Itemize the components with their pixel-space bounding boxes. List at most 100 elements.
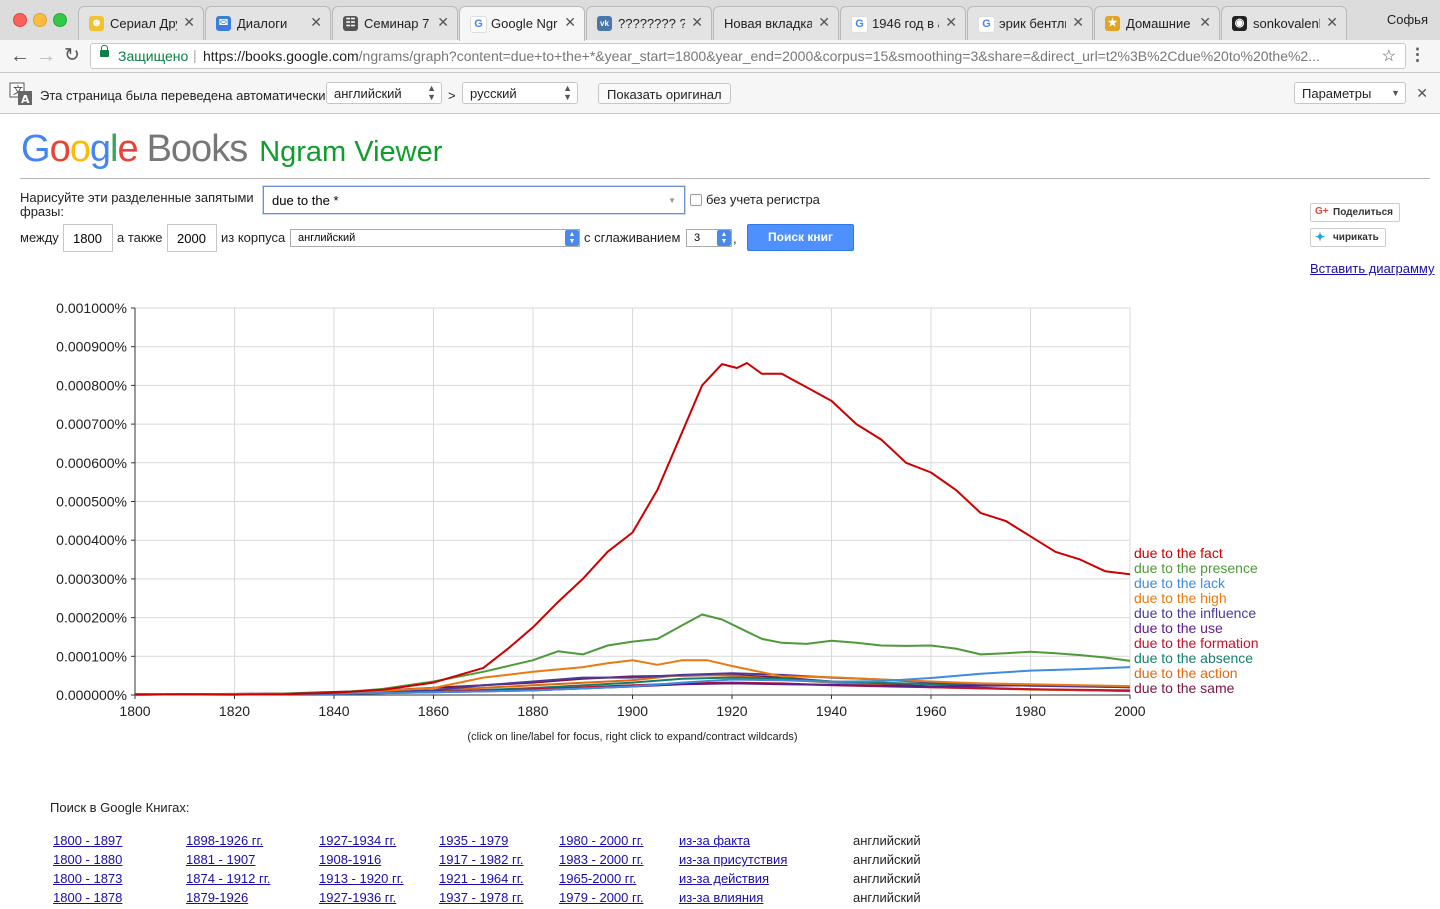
year-range-link[interactable]: 1921 - 1964 гг. [439,871,524,886]
browser-tab[interactable]: ☻ Сериал Дру ✕ [78,6,204,40]
browser-tab[interactable]: Новая вкладка ✕ [713,6,839,40]
year-range-link[interactable]: 1800 - 1878 [53,890,123,905]
series-label[interactable]: due to the high [1134,590,1227,606]
tab-close-icon[interactable]: ✕ [1199,14,1211,30]
series-line[interactable] [134,362,1131,696]
series-label[interactable]: due to the presence [1134,560,1258,576]
series-label[interactable]: due to the influence [1134,605,1256,621]
tab-close-icon[interactable]: ✕ [1072,14,1084,30]
window-close-button[interactable] [13,13,27,27]
translated-phrase-link[interactable]: из-за факта [679,833,751,848]
star-badge-icon: ★ [1105,16,1120,31]
year-range-link[interactable]: 1881 - 1907 [186,852,256,867]
translated-phrase-link[interactable]: из-за влияния [679,890,764,905]
year-range-link[interactable]: 1965-2000 гг. [559,871,637,886]
search-books-button[interactable]: Поиск книг [747,224,854,251]
reload-icon[interactable]: ↻ [64,45,80,66]
translate-options-select[interactable]: Параметры ▼ [1294,82,1406,104]
browser-tab[interactable]: ★ Домашние з ✕ [1094,6,1220,40]
series-label[interactable]: due to the use [1134,620,1223,636]
tab-close-icon[interactable]: ✕ [818,14,830,30]
year-range-link[interactable]: 1874 - 1912 гг. [186,871,271,886]
embed-chart-link[interactable]: Вставить диаграмму [1310,261,1435,276]
year-range-link[interactable]: 1917 - 1982 гг. [439,852,524,867]
tab-close-icon[interactable]: ✕ [691,14,703,30]
year-range-link[interactable]: 1935 - 1979 [439,833,509,848]
back-arrow-icon[interactable]: ← [10,45,30,67]
tab-close-icon[interactable]: ✕ [564,14,576,30]
tab-close-icon[interactable]: ✕ [1326,14,1338,30]
year-range-link[interactable]: 1800 - 1880 [53,852,123,867]
profile-name[interactable]: Софья [1386,12,1428,27]
year-range-link[interactable]: 1913 - 1920 гг. [319,871,404,886]
year-end-input[interactable]: 2000 [167,224,217,252]
series-label[interactable]: due to the fact [1134,545,1223,561]
tab-title: Семинар 7 · [364,16,431,31]
year-range-link[interactable]: 1937 - 1978 гг. [439,890,524,905]
query-input[interactable]: due to the * ▼ [263,186,685,214]
year-range-link[interactable]: 1983 - 2000 гг. [559,852,644,867]
smoothing-select[interactable]: 3 ▲ ▼ [686,229,732,247]
bookmark-star-icon[interactable]: ☆ [1381,48,1396,65]
show-original-button[interactable]: Показать оригинал [598,83,731,104]
header-divider [20,178,1430,179]
tab-close-icon[interactable]: ✕ [183,14,195,30]
y-tick-label: 0.000300% [56,571,127,587]
tab-close-icon[interactable]: ✕ [437,14,449,30]
series-label[interactable]: due to the absence [1134,650,1253,666]
menu-dots-icon[interactable]: ⋮ [1409,45,1426,64]
year-range-link[interactable]: 1898-1926 гг. [186,833,264,848]
year-range-link[interactable]: 1927-1936 гг. [319,890,397,905]
close-icon[interactable]: ✕ [1416,85,1428,101]
google-plus-share-button[interactable]: G+ Поделиться [1310,203,1401,222]
x-tick-label: 1900 [617,703,648,719]
series-label[interactable]: due to the same [1134,680,1235,696]
series-line[interactable] [134,659,1131,696]
y-tick-label: 0.000900% [56,339,127,355]
series-line[interactable] [134,613,1131,696]
browser-tab[interactable]: ◉ sonkovalenk ✕ [1221,6,1347,40]
query-value: due to the * [272,193,339,208]
x-tick-label: 1880 [517,703,548,719]
browser-tab[interactable]: G 1946 год в а ✕ [840,6,966,40]
tab-close-icon[interactable]: ✕ [945,14,957,30]
translated-phrase-link[interactable]: из-за присутствия [679,852,788,867]
year-range-link[interactable]: 1800 - 1873 [53,871,123,886]
books-wordmark: Books [146,128,249,170]
forward-arrow-icon[interactable]: → [36,45,56,67]
year-start-input[interactable]: 1800 [63,224,113,252]
window-minimize-button[interactable] [33,13,47,27]
url-separator: | [193,47,197,63]
year-range-link[interactable]: 1800 - 1897 [53,833,123,848]
url-text[interactable]: https://books.google.com/ngrams/graph?co… [203,48,1363,64]
browser-tab[interactable]: G Google Ngra ✕ [459,6,585,41]
browser-tab[interactable]: ☷ Семинар 7 · ✕ [332,6,458,40]
translated-phrase-link[interactable]: из-за действия [679,871,770,886]
google-books-logo[interactable]: Google Books Ngram Viewer [21,128,442,171]
target-language-value: русский [470,86,517,101]
year-range-link[interactable]: 1908-1916 [319,852,382,867]
tab-close-icon[interactable]: ✕ [310,14,322,30]
series-label[interactable]: due to the lack [1134,575,1226,591]
case-insensitive-checkbox[interactable] [690,194,702,206]
y-tick-label: 0.001000% [56,300,127,316]
year-range-link[interactable]: 1979 - 2000 гг. [559,890,644,905]
twitter-share-button[interactable]: ✦ чирикать [1310,228,1386,247]
translate-icon: 文 A [9,82,32,106]
series-line[interactable] [134,666,1131,696]
year-range-link[interactable]: 1879-1926 [186,890,249,905]
address-bar[interactable]: Защищено | https://books.google.com/ngra… [90,43,1406,69]
browser-tab[interactable]: vk ???????? ??? ✕ [586,6,712,40]
series-label[interactable]: due to the formation [1134,635,1259,651]
browser-tab[interactable]: ✉ Диалоги ✕ [205,6,331,40]
target-language-select[interactable]: русский ▲ ▼ [462,82,578,104]
series-label[interactable]: due to the action [1134,665,1238,681]
year-range-link[interactable]: 1927-1934 гг. [319,833,397,848]
source-language-select[interactable]: английский ▲ ▼ [326,82,442,104]
series-line[interactable] [134,672,1131,696]
x-tick-label: 2000 [1114,703,1145,719]
year-range-link[interactable]: 1980 - 2000 гг. [559,833,644,848]
window-zoom-button[interactable] [53,13,67,27]
corpus-select[interactable]: английский ▲ ▼ [290,229,580,247]
